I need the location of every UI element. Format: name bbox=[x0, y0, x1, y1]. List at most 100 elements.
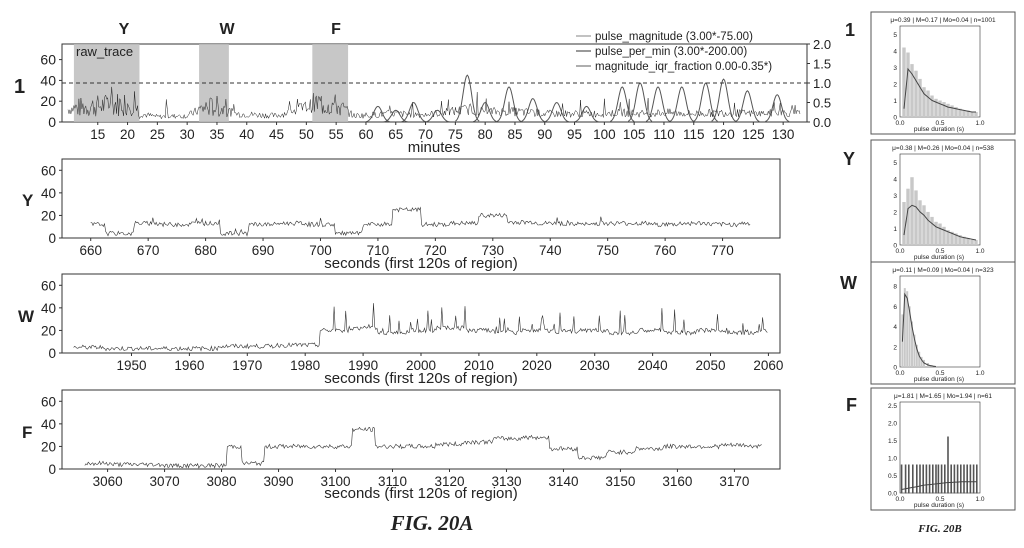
histogram-y-tick-label: 1.5 bbox=[888, 438, 897, 445]
x-tick-label: 1980 bbox=[290, 358, 320, 373]
y-tick-label: 60 bbox=[41, 163, 56, 178]
histogram-bar bbox=[920, 356, 923, 367]
histogram-x-tick-label: 0.5 bbox=[935, 248, 944, 255]
top-x-tick-label: 90 bbox=[537, 127, 552, 142]
histogram-f: μ=1.81 | M=1.65 | Mo=1.94 | n=61 pulse d… bbox=[846, 387, 1016, 511]
histogram-x-tick-label: 0.0 bbox=[895, 120, 904, 127]
histogram-bar bbox=[928, 464, 931, 494]
y-tick-label: 20 bbox=[41, 323, 56, 338]
histogram-x-tick-label: 1.0 bbox=[975, 120, 984, 127]
region-y-row-label: Y bbox=[22, 191, 34, 210]
region-trace bbox=[73, 303, 768, 352]
x-tick-label: 3100 bbox=[321, 474, 351, 489]
histogram-bar bbox=[926, 90, 930, 117]
x-tick-label: 700 bbox=[309, 243, 332, 258]
histogram-bar bbox=[935, 464, 937, 494]
histogram-bar bbox=[934, 221, 938, 245]
histogram-y-tick-label: 2.0 bbox=[888, 421, 897, 428]
top-x-tick-label: 40 bbox=[239, 127, 254, 142]
histogram-bar bbox=[954, 233, 958, 245]
x-tick-label: 2030 bbox=[580, 358, 610, 373]
iqr-fraction-peak bbox=[455, 74, 480, 122]
top-x-tick-label: 70 bbox=[418, 127, 433, 142]
histogram-bar bbox=[911, 321, 913, 367]
histogram-bar bbox=[940, 464, 943, 494]
top-y-tick-label: 20 bbox=[40, 93, 56, 109]
histogram-y-tick-label: 6 bbox=[893, 304, 897, 311]
region-trace bbox=[90, 206, 751, 237]
histogram-x-tick-label: 1.0 bbox=[975, 248, 984, 255]
histogram-bar bbox=[913, 334, 916, 367]
histogram-y-tick-label: 4 bbox=[893, 324, 897, 331]
top-x-tick-label: 100 bbox=[593, 127, 616, 142]
top-x-label: minutes bbox=[408, 139, 461, 156]
histogram-x-tick-label: 0.0 bbox=[895, 248, 904, 255]
histogram-y-tick-label: 2 bbox=[893, 209, 897, 216]
top-x-tick-label: 85 bbox=[507, 127, 522, 142]
histogram-bar bbox=[930, 216, 934, 245]
top-x-tick-label: 45 bbox=[269, 127, 284, 142]
x-tick-label: 1970 bbox=[232, 358, 262, 373]
top-y2-tick-label: 0.0 bbox=[813, 115, 831, 130]
top-y-tick-label: 0 bbox=[48, 114, 56, 130]
histogram-f-frame bbox=[870, 387, 1016, 511]
x-tick-label: 1950 bbox=[116, 358, 146, 373]
region-y-x-label: seconds (first 120s of region) bbox=[324, 255, 517, 272]
top-y2-tick-label: 2.0 bbox=[813, 37, 831, 52]
histogram-bar bbox=[912, 464, 914, 494]
histogram-y-tick-label: 3 bbox=[893, 193, 897, 200]
region-label-f: F bbox=[331, 21, 341, 38]
x-tick-label: 3160 bbox=[662, 474, 692, 489]
top-x-tick-label: 35 bbox=[209, 127, 224, 142]
y-tick-label: 0 bbox=[48, 231, 56, 246]
histogram-bar bbox=[922, 205, 926, 245]
histogram-1-x-label: pulse duration (s) bbox=[914, 126, 964, 133]
fig-20a-caption: FIG. 20A bbox=[390, 511, 474, 535]
top-x-tick-label: 105 bbox=[623, 127, 646, 142]
y-tick-label: 60 bbox=[41, 278, 56, 293]
histogram-bar bbox=[906, 188, 910, 245]
x-tick-label: 3150 bbox=[605, 474, 635, 489]
region-f-plot-frame bbox=[61, 389, 781, 470]
histogram-x-tick-label: 0.0 bbox=[895, 496, 904, 503]
y-tick-label: 0 bbox=[48, 462, 56, 477]
top-x-tick-label: 115 bbox=[683, 127, 705, 142]
histogram-w-row-label: W bbox=[840, 273, 857, 293]
histogram-bar bbox=[950, 105, 954, 117]
histogram-1-frame bbox=[870, 11, 1016, 135]
x-tick-label: 2000 bbox=[406, 358, 436, 373]
iqr-fraction-peak bbox=[735, 90, 760, 122]
histogram-y-row-label: Y bbox=[843, 149, 855, 169]
histogram-f-row-label: F bbox=[846, 395, 857, 415]
histogram-bar bbox=[902, 47, 906, 117]
histogram-bar bbox=[915, 344, 918, 367]
region-w-x-label: seconds (first 120s of region) bbox=[324, 370, 517, 387]
histogram-fit-curve bbox=[903, 67, 976, 113]
region-y-panel: 0 20 40 60 660 670 680 690 700 710 720 730 740 750 760… bbox=[22, 158, 781, 272]
histogram-f-stats: μ=1.81 | M=1.65 | Mo=1.94 | n=61 bbox=[894, 393, 992, 400]
histogram-bar bbox=[958, 235, 962, 245]
top-x-tick-label: 30 bbox=[180, 127, 195, 142]
x-tick-label: 3090 bbox=[264, 474, 294, 489]
histogram-y-tick-label: 0 bbox=[893, 115, 897, 122]
x-tick-label: 750 bbox=[596, 243, 619, 258]
x-tick-label: 2060 bbox=[753, 358, 783, 373]
x-tick-label: 710 bbox=[367, 243, 390, 258]
histogram-bar bbox=[944, 464, 946, 494]
histogram-bar bbox=[938, 100, 942, 117]
y-tick-label: 40 bbox=[41, 186, 56, 201]
histogram-bar bbox=[942, 102, 946, 117]
top-x-tick-label: 65 bbox=[388, 127, 403, 142]
x-tick-label: 720 bbox=[424, 243, 447, 258]
top-panel: 0 20 40 60 0.0 0.5 1.0 1.5 2.0 15 20 25 30 35 40 45 50… bbox=[14, 21, 831, 156]
x-tick-label: 3070 bbox=[150, 474, 180, 489]
iqr-fraction-peak bbox=[365, 105, 390, 123]
histogram-bar bbox=[953, 464, 956, 494]
histogram-y: μ=0.38 | M=0.26 | Mo=0.04 | n=538 pulse … bbox=[843, 139, 1016, 263]
histogram-bar bbox=[937, 464, 940, 494]
iqr-fraction-peak bbox=[574, 105, 599, 123]
top-x-tick-label: 120 bbox=[712, 127, 735, 142]
histogram-bar bbox=[946, 230, 950, 245]
